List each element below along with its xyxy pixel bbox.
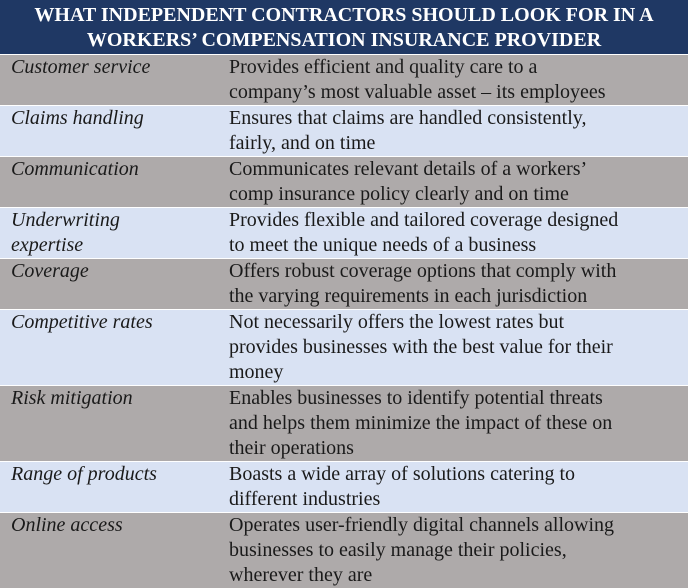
description-line: Boasts a wide array of solutions caterin… <box>229 463 576 485</box>
criterion-label-line: Underwriting <box>11 209 120 231</box>
description-line: Operates user-friendly digital channels … <box>229 514 615 536</box>
criterion-description: Offers robust coverage options that comp… <box>229 259 688 309</box>
description-line: company’s most valuable asset – its empl… <box>229 81 606 103</box>
description-line: fairly, and on time <box>229 132 376 154</box>
criterion-description: Provides flexible and tailored coverage … <box>229 208 688 258</box>
description-line: Enables businesses to identify potential… <box>229 387 603 409</box>
table-row: Claims handling Ensures that claims are h… <box>0 105 688 156</box>
title-line: WHAT INDEPENDENT CONTRACTORS SHOULD LOOK… <box>34 4 654 26</box>
description-line: Not necessarily offers the lowest rates … <box>229 311 565 333</box>
criterion-description: Boasts a wide array of solutions caterin… <box>229 462 688 512</box>
criterion-label: Communication <box>11 158 139 180</box>
description-line: comp insurance policy clearly and on tim… <box>229 183 569 205</box>
table-title: WHAT INDEPENDENT CONTRACTORS SHOULD LOOK… <box>0 0 688 54</box>
criterion-label: Competitive rates <box>11 311 153 333</box>
table-row: Risk mitigation Enables businesses to ide… <box>0 385 688 461</box>
criterion-label-line: expertise <box>11 234 84 256</box>
criterion-label: Range of products <box>11 463 157 485</box>
description-line: the varying requirements in each jurisdi… <box>229 285 588 307</box>
criterion-label: Online access <box>11 514 123 536</box>
criterion-description: Enables businesses to identify potential… <box>229 386 688 461</box>
criterion-label: Coverage <box>11 260 89 282</box>
table-row: Online access Operates user-friendly digi… <box>0 512 688 588</box>
description-line: their operations <box>229 437 354 459</box>
criterion-label: Underwriting expertise <box>0 208 229 258</box>
criterion-label: Customer service <box>11 56 151 78</box>
description-line: different industries <box>229 488 381 510</box>
criterion-description: Provides efficient and quality care to a… <box>229 55 688 105</box>
description-line: Communicates relevant details of a worke… <box>229 158 588 180</box>
description-line: Offers robust coverage options that comp… <box>229 260 617 282</box>
criterion-description: Communicates relevant details of a worke… <box>229 157 688 207</box>
criterion-label: Risk mitigation <box>11 387 133 409</box>
table-row: Coverage Offers robust coverage options t… <box>0 258 688 309</box>
description-line: wherever they are <box>229 564 373 586</box>
description-line: Provides flexible and tailored coverage … <box>229 209 619 231</box>
description-line: and helps them minimize the impact of th… <box>229 412 613 434</box>
table-row: Range of products Boasts a wide array of … <box>0 461 688 512</box>
description-line: to meet the unique needs of a business <box>229 234 537 256</box>
criterion-description: Not necessarily offers the lowest rates … <box>229 310 688 385</box>
description-line: money <box>229 361 284 383</box>
table-row: Underwriting expertise Provides flexible a… <box>0 207 688 258</box>
description-line: Provides efficient and quality care to a <box>229 56 538 78</box>
criteria-table: Customer service Provides efficient and q… <box>0 54 688 588</box>
criterion-label: Claims handling <box>11 107 144 129</box>
description-line: provides businesses with the best value … <box>229 336 613 358</box>
description-line: Ensures that claims are handled consiste… <box>229 107 587 129</box>
table-row: Customer service Provides efficient and q… <box>0 54 688 105</box>
criterion-description: Operates user-friendly digital channels … <box>229 513 688 588</box>
description-line: businesses to easily manage their polici… <box>229 539 567 561</box>
criterion-description: Ensures that claims are handled consiste… <box>229 106 688 156</box>
title-line: WORKERS’ COMPENSATION INSURANCE PROVIDER <box>86 29 602 51</box>
table-row: Communication Communicates relevant detai… <box>0 156 688 207</box>
table-row: Competitive rates Not necessarily offers … <box>0 309 688 385</box>
